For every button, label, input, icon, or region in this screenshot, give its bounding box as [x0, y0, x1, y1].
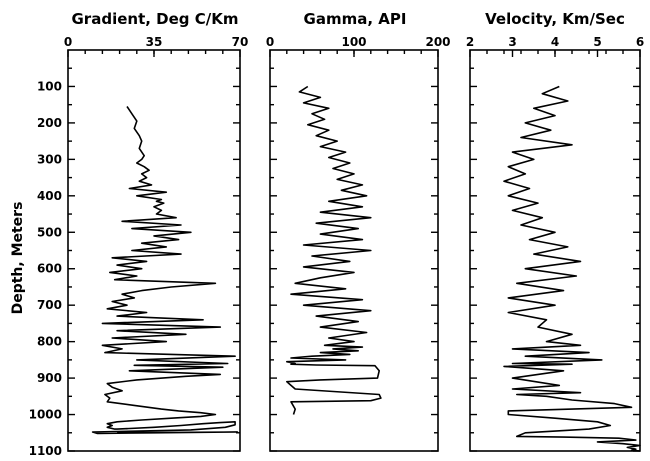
y-axis-label: Depth, Meters	[10, 202, 26, 315]
y-tick-label: 700	[37, 298, 62, 312]
panel-gradient-frame	[67, 49, 241, 452]
x-tick-label: 100	[341, 35, 366, 49]
x-tick-label: 5	[593, 35, 601, 49]
x-tick-label: 6	[636, 35, 644, 49]
panel-velocity-trace	[503, 85, 641, 452]
panel-gamma: Gamma, API 0 100 200	[266, 10, 451, 452]
y-tick-label: 500	[37, 225, 62, 239]
panel-gradient-trace	[91, 106, 239, 435]
x-tick-label: 35	[146, 35, 163, 49]
y-tick-label: 300	[37, 152, 62, 166]
y-tick-label: 100	[37, 79, 62, 93]
y-tick-label: 1000	[29, 408, 62, 422]
y-tick-label: 400	[37, 189, 62, 203]
panel-gradient-title: Gradient, Deg C/Km	[72, 10, 239, 28]
x-tick-label: 4	[551, 35, 559, 49]
panel-gamma-trace	[285, 85, 382, 415]
y-tick-label: 1100	[29, 444, 62, 458]
y-tick-label: 200	[37, 116, 62, 130]
x-tick-label: 0	[266, 35, 274, 49]
x-tick-label: 200	[425, 35, 450, 49]
panel-gradient: Gradient, Deg C/Km 0 35 70 100 200 300 400 500 6…	[29, 10, 249, 458]
panel-gamma-title: Gamma, API	[304, 10, 407, 28]
x-tick-label: 70	[232, 35, 249, 49]
x-tick-label: 3	[508, 35, 516, 49]
y-tick-label: 800	[37, 335, 62, 349]
panel-gamma-frame	[269, 49, 439, 452]
y-tick-label: 900	[37, 371, 62, 385]
x-tick-label: 2	[466, 35, 474, 49]
x-tick-label: 0	[64, 35, 72, 49]
y-tick-label: 600	[37, 262, 62, 276]
panel-velocity: Velocity, Km/Sec 2 3 4 5 6	[466, 10, 644, 452]
panel-velocity-title: Velocity, Km/Sec	[485, 10, 625, 28]
